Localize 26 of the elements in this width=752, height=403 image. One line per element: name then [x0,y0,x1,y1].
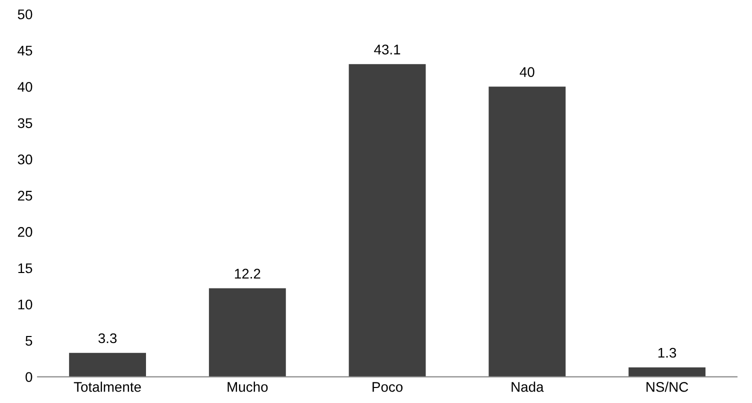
data-label: 12.2 [234,268,260,278]
y-tick-label: 35 [18,118,32,128]
x-tick-label: NS/NC [646,382,688,392]
bar [208,288,286,377]
y-tick-label: 45 [18,46,32,56]
x-tick-label: Mucho [228,382,268,392]
y-tick-label: 30 [18,154,32,164]
x-tick-label: Nada [512,382,544,392]
bar [488,86,566,377]
y-tick-label: 50 [18,9,32,20]
data-label: 1.3 [658,348,676,358]
bar [628,367,706,377]
y-tick-label: 20 [18,227,32,237]
bar [348,64,426,377]
y-tick-label: 5 [26,336,32,346]
x-tick-label: Poco [372,382,403,392]
x-tick-label: Totalmente [74,382,141,392]
data-label: 40 [520,67,534,77]
data-label: 3.3 [98,333,117,344]
y-tick-label: 15 [18,263,32,274]
y-tick-label: 40 [18,82,32,92]
bar [69,352,146,377]
y-tick-label: 10 [18,300,32,310]
data-label: 43.1 [374,44,400,54]
y-tick-label: 25 [18,190,32,201]
y-tick-label: 0 [26,372,32,382]
